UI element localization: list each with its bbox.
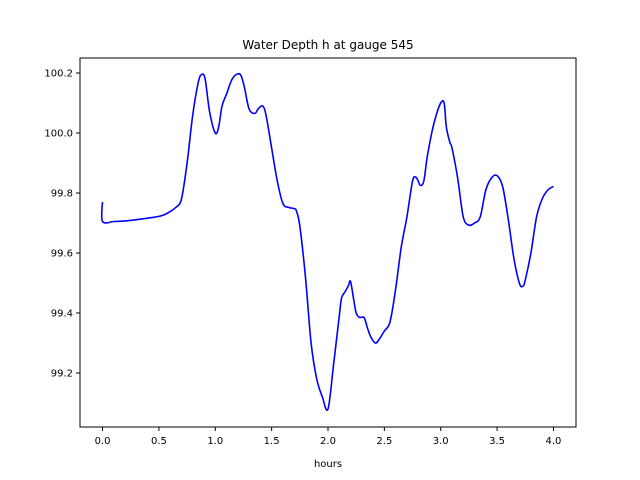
x-tick-label: 0.5 xyxy=(151,436,167,447)
x-tick-label: 1.5 xyxy=(264,436,280,447)
chart-title: Water Depth h at gauge 545 xyxy=(242,38,413,52)
y-tick-label: 100.0 xyxy=(44,129,73,140)
x-tick-label: 2.5 xyxy=(376,436,392,447)
series-line xyxy=(100,72,554,412)
x-axis-ticks: 0.0 0.5 1.0 1.5 2.0 2.5 3.0 3.5 4.0 xyxy=(95,427,562,447)
x-tick-label: 3.5 xyxy=(489,436,505,447)
y-tick-label: 99.4 xyxy=(51,309,73,320)
x-tick-label: 1.0 xyxy=(207,436,223,447)
x-axis-label: hours xyxy=(314,459,342,470)
x-tick-label: 0.0 xyxy=(95,436,111,447)
x-tick-label: 3.0 xyxy=(433,436,449,447)
plot-frame xyxy=(79,57,577,428)
x-tick-label: 4.0 xyxy=(546,436,562,447)
plot-area xyxy=(100,72,554,412)
y-axis-ticks: 99.2 99.4 99.6 99.8 100.0 100.2 xyxy=(44,69,80,380)
y-tick-label: 99.8 xyxy=(51,189,73,200)
x-tick-label: 2.0 xyxy=(320,436,336,447)
y-tick-label: 99.2 xyxy=(51,369,73,380)
y-tick-label: 100.2 xyxy=(44,69,73,80)
y-tick-label: 99.6 xyxy=(51,249,73,260)
